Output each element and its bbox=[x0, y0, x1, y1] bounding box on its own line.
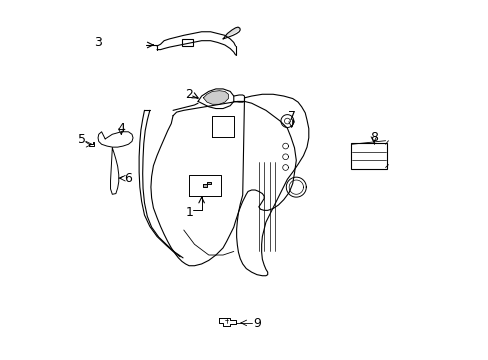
Text: 1: 1 bbox=[185, 206, 193, 219]
Text: 3: 3 bbox=[94, 36, 102, 49]
Text: 4: 4 bbox=[117, 122, 125, 135]
Polygon shape bbox=[203, 182, 210, 187]
Text: 9: 9 bbox=[253, 317, 261, 330]
Polygon shape bbox=[224, 27, 240, 37]
Text: 6: 6 bbox=[124, 172, 132, 185]
FancyBboxPatch shape bbox=[182, 39, 192, 46]
FancyBboxPatch shape bbox=[350, 143, 386, 168]
Text: 5: 5 bbox=[78, 134, 86, 147]
Text: 7: 7 bbox=[287, 110, 295, 123]
Polygon shape bbox=[203, 91, 228, 104]
Text: 2: 2 bbox=[185, 89, 193, 102]
Text: 8: 8 bbox=[369, 131, 377, 144]
